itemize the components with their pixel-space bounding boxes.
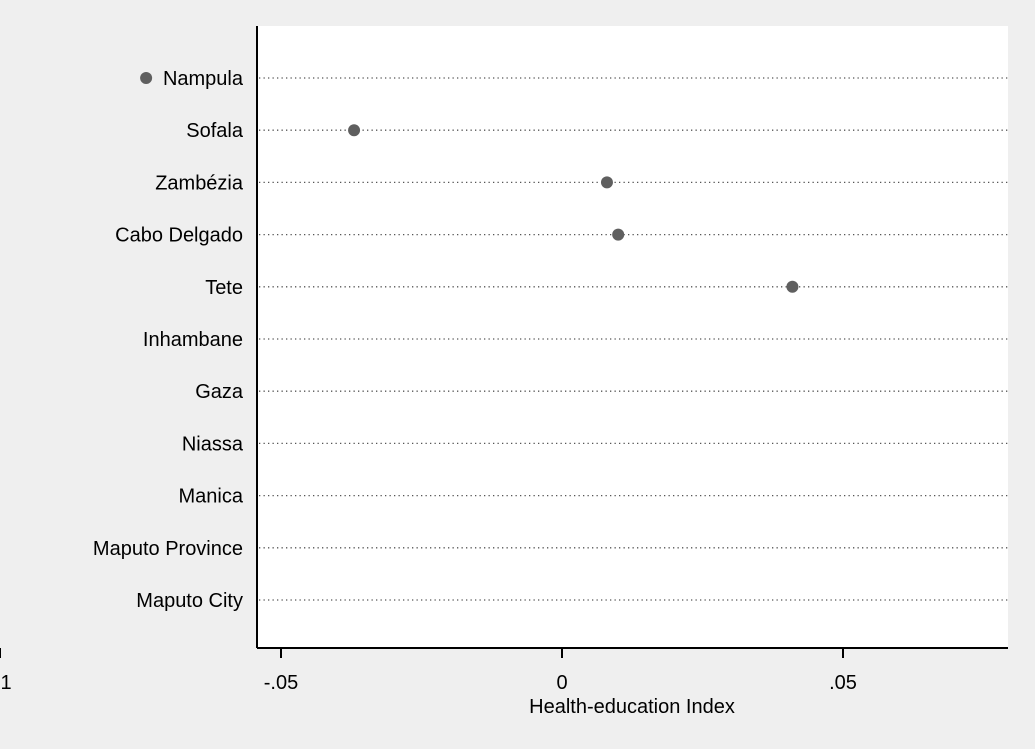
data-point <box>140 72 153 84</box>
category-label: Tete <box>205 277 243 299</box>
category-label: Sofala <box>186 120 244 142</box>
plot-area <box>257 26 1008 648</box>
x-axis-title: Health-education Index <box>529 696 735 718</box>
category-label: Maputo Province <box>93 538 243 560</box>
x-tick-label: .05 <box>829 672 857 694</box>
category-label: Nampula <box>163 68 244 90</box>
x-tick-label: 0 <box>556 672 567 694</box>
data-point <box>612 228 625 241</box>
x-tick-label: -.05 <box>264 672 298 694</box>
category-labels: Nampula Sofala Zambézia Cabo Delgado Tete Inh… <box>93 68 244 612</box>
dotted-lines <box>259 77 1008 601</box>
category-label: Maputo City <box>136 590 243 612</box>
x-axis-ticks: -.1-.050.05.1.15 <box>0 648 857 694</box>
x-tick-label: -.1 <box>0 672 12 694</box>
category-label: Cabo Delgado <box>115 225 243 247</box>
category-label: Zambézia <box>155 172 244 194</box>
markers <box>140 72 799 293</box>
category-label: Manica <box>179 486 244 508</box>
data-point <box>786 280 799 293</box>
data-point <box>348 124 361 137</box>
category-label: Inhambane <box>143 329 243 351</box>
data-point <box>600 176 613 189</box>
category-label: Gaza <box>195 381 244 403</box>
category-label: Niassa <box>182 433 244 455</box>
